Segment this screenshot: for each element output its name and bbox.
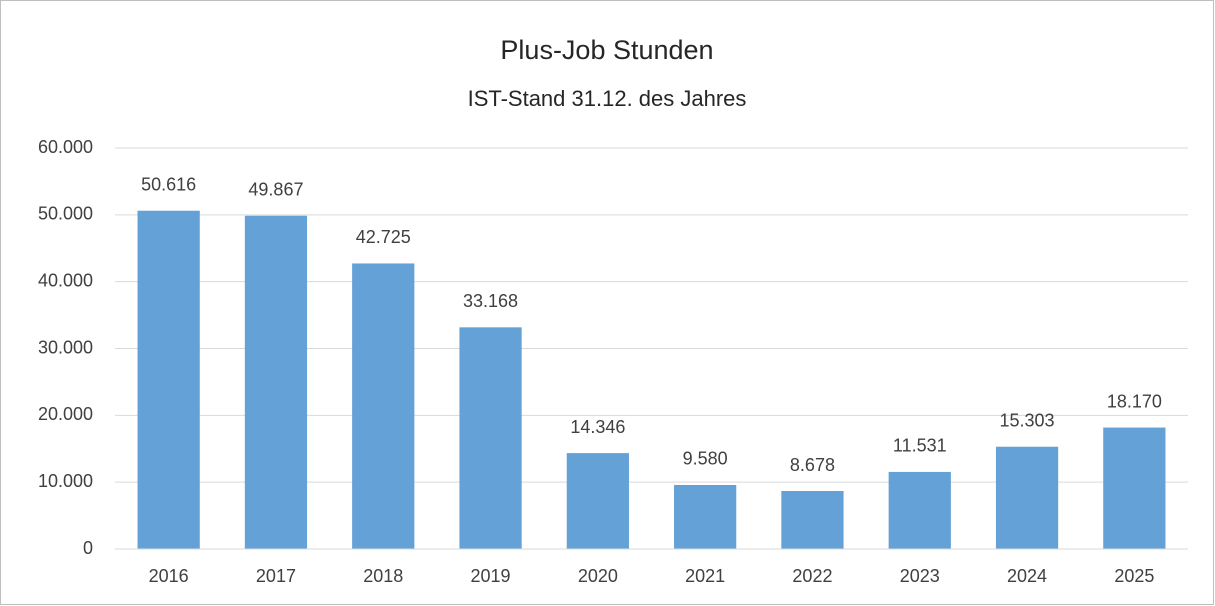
bar [1103,427,1166,549]
y-tick-label: 30.000 [38,337,93,357]
bar [566,453,629,549]
bar [244,215,308,549]
x-tick-label: 2019 [471,566,511,586]
data-label: 18.170 [1107,391,1162,411]
y-tick-label: 40.000 [38,270,93,290]
y-tick-label: 60.000 [38,137,93,157]
data-label: 49.867 [248,179,303,199]
bar [459,327,522,549]
y-tick-label: 0 [83,538,93,558]
x-tick-label: 2017 [256,566,296,586]
chart-title: Plus-Job Stunden [500,35,713,65]
bar [352,263,415,549]
bar [888,471,951,549]
x-tick-label: 2020 [578,566,618,586]
x-tick-label: 2016 [149,566,189,586]
data-label: 11.531 [893,436,947,456]
data-label: 50.616 [141,174,196,194]
bar [674,484,737,549]
data-label: 15.303 [1000,410,1055,430]
data-label: 33.168 [463,291,518,311]
chart-subtitle: IST-Stand 31.12. des Jahres [468,86,747,111]
x-tick-label: 2023 [900,566,940,586]
y-tick-label: 20.000 [38,404,93,424]
data-label: 8.678 [790,455,835,475]
x-tick-label: 2022 [792,566,832,586]
bar [137,210,200,549]
x-tick-label: 2018 [363,566,403,586]
data-label: 9.580 [683,449,728,469]
x-tick-label: 2025 [1114,566,1154,586]
y-tick-label: 10.000 [38,471,93,491]
data-label: 42.725 [356,227,411,247]
data-label: 14.346 [570,417,625,437]
bar [995,446,1059,549]
x-tick-label: 2024 [1007,566,1047,586]
bar [781,491,844,549]
y-tick-label: 50.000 [38,204,93,224]
x-tick-label: 2021 [685,566,725,586]
